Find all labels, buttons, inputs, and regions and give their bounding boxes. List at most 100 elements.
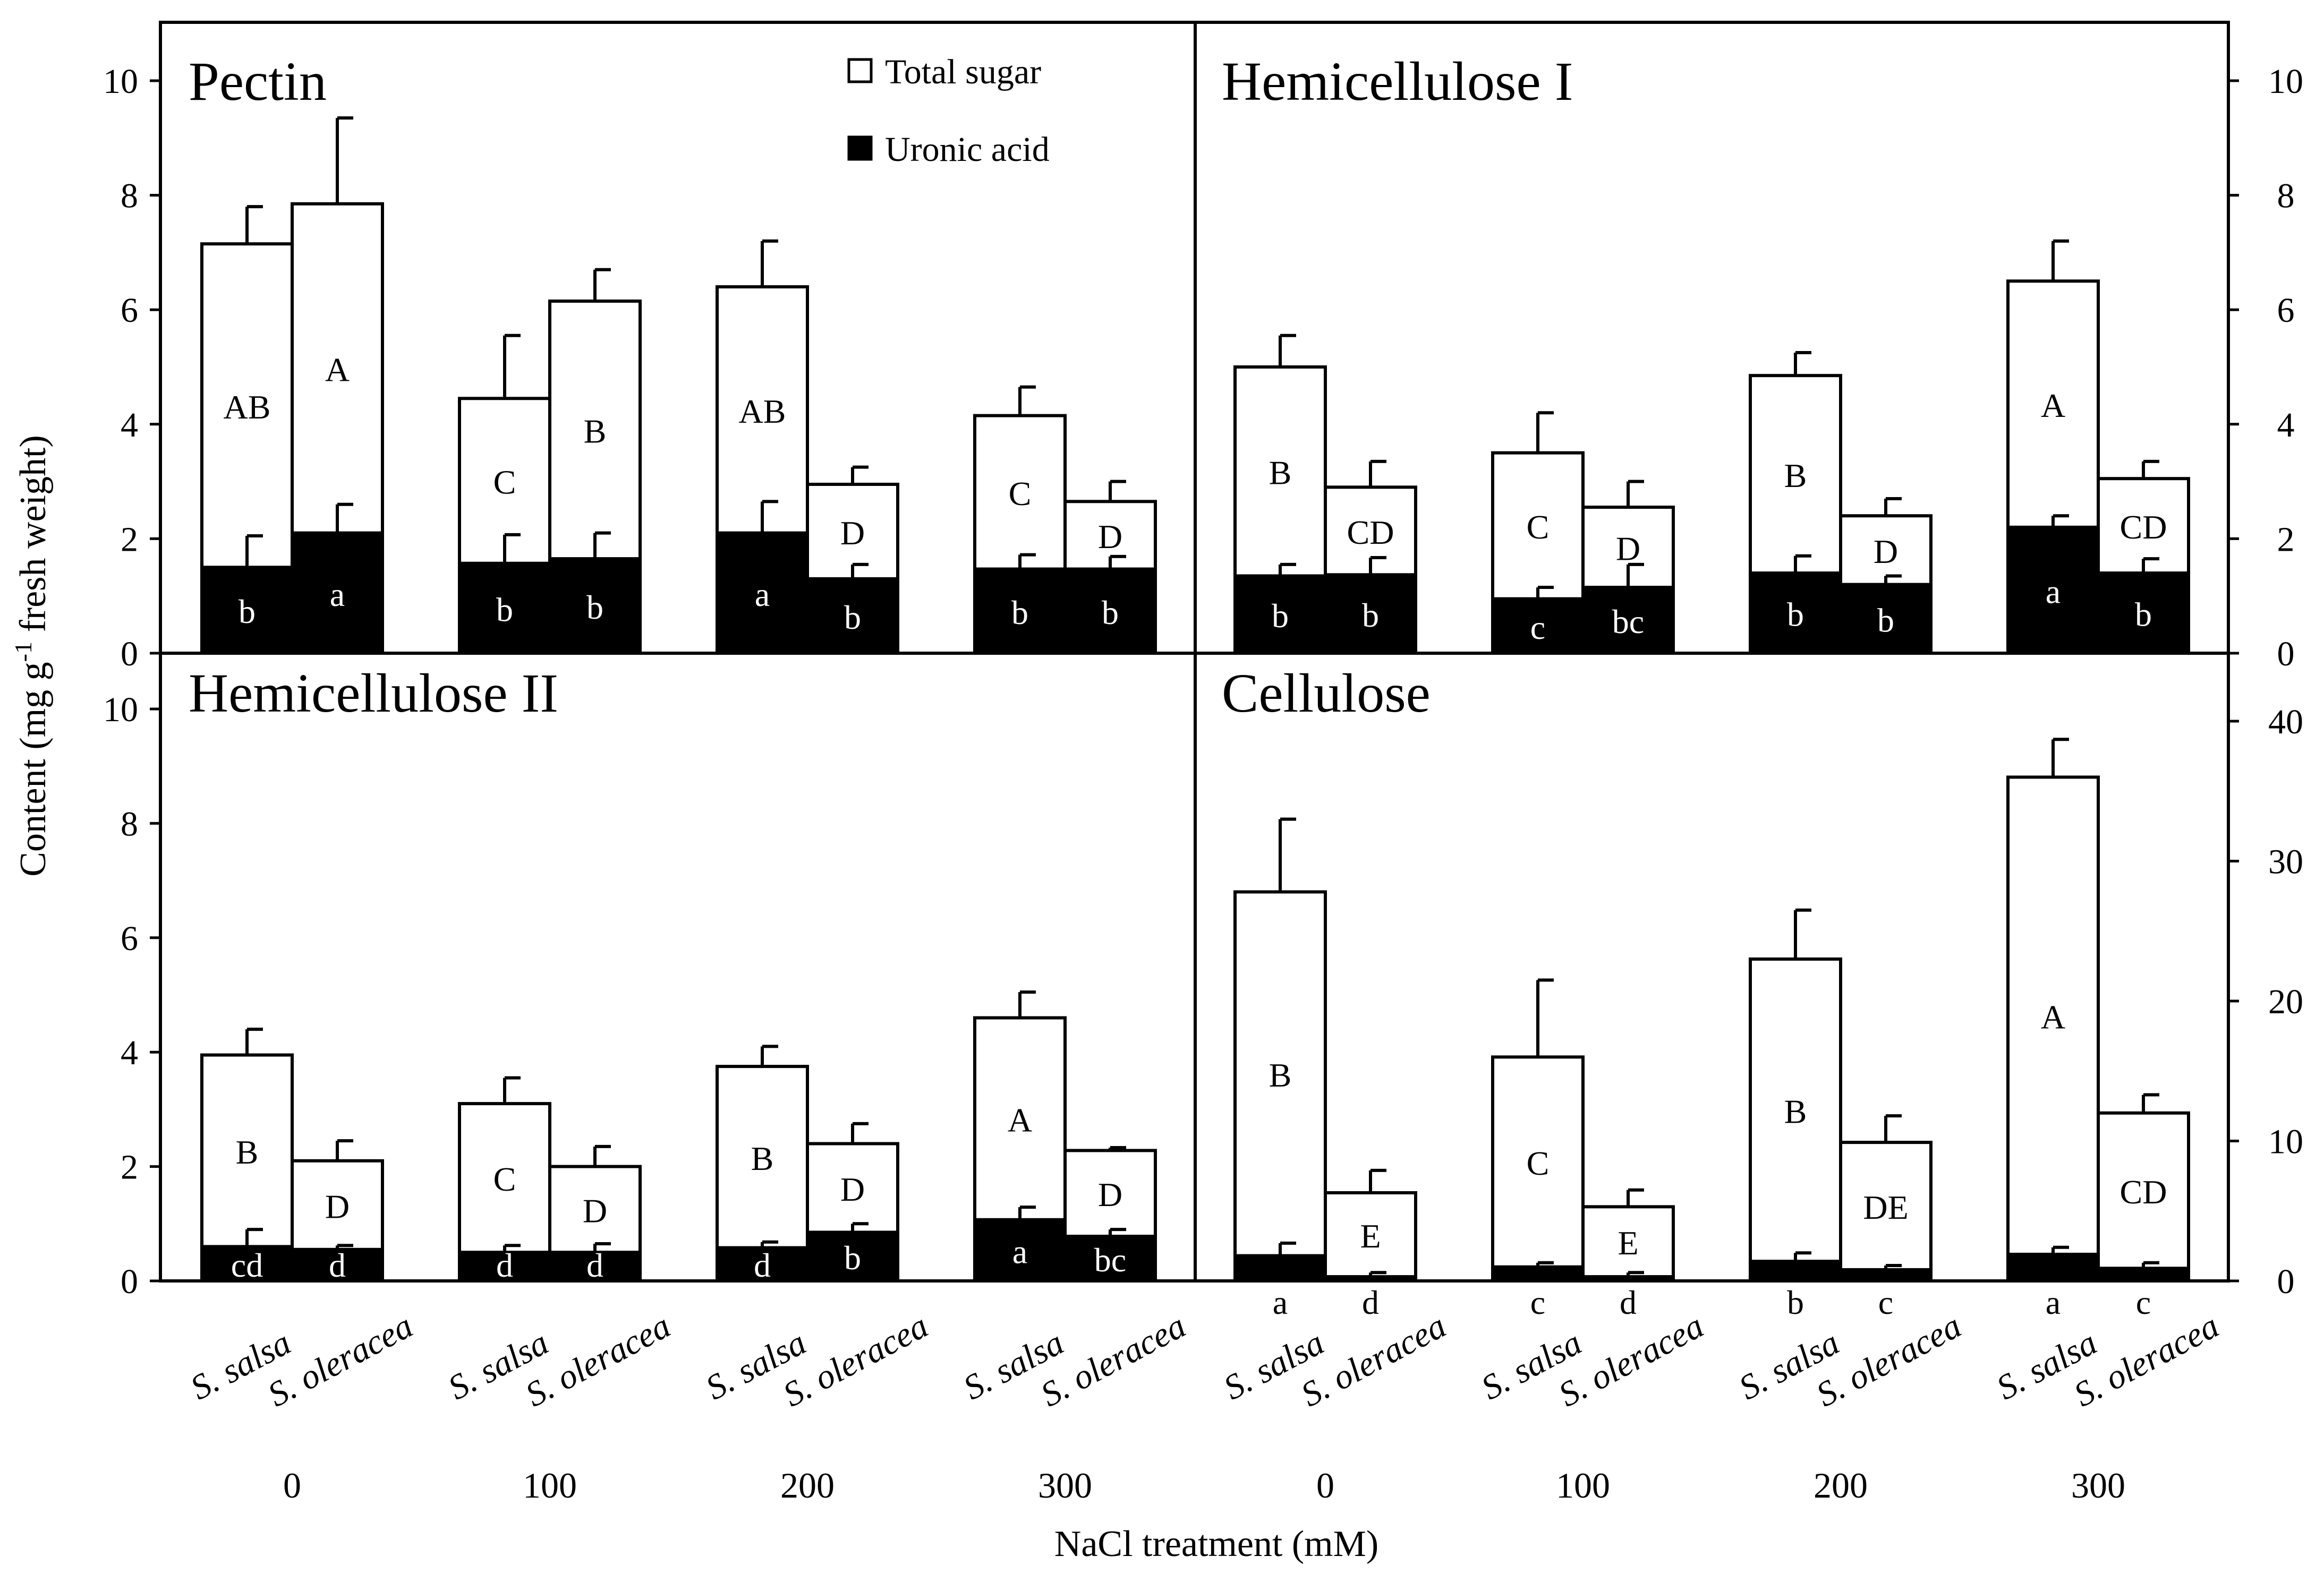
significance-letter-total: B (1784, 457, 1807, 494)
bar-uronic-acid (1839, 1268, 1933, 1283)
significance-letter-total: B (751, 1140, 774, 1177)
y-tick-label: 4 (2277, 406, 2295, 444)
x-treatment-label: 0 (1316, 1465, 1334, 1506)
significance-letter-uronic: b (1362, 596, 1379, 634)
significance-letter-uronic: bc (1612, 603, 1644, 640)
significance-letter-total: A (325, 351, 350, 389)
x-treatment-label: 200 (780, 1465, 835, 1506)
significance-letter-total: D (1098, 518, 1122, 555)
bar-uronic-acid (200, 566, 294, 655)
significance-letter-uronic: d (1362, 1284, 1379, 1321)
significance-letter-uronic: a (1273, 1284, 1288, 1321)
bar-uronic-acid (1581, 586, 1675, 655)
significance-letter-total: D (583, 1192, 607, 1229)
significance-letter-total: B (1784, 1093, 1807, 1131)
y-tick-label: 6 (121, 291, 138, 330)
bar-uronic-acid (1063, 567, 1157, 655)
significance-letter-uronic: b (1787, 596, 1804, 634)
significance-letter-uronic: b (2135, 596, 2152, 634)
y-tick-label: 2 (121, 520, 138, 559)
significance-letter-total: C (1009, 475, 1032, 512)
y-tick-label: 6 (121, 919, 138, 958)
significance-letter-total: E (1360, 1217, 1381, 1255)
significance-letter-total: C (1527, 1144, 1550, 1182)
significance-letter-total: B (1269, 454, 1292, 492)
legend: Total sugar Uronic acid (847, 53, 1050, 169)
significance-letter-uronic: a (2046, 1284, 2061, 1321)
bar-total-sugar (2006, 775, 2100, 1283)
y-tick-label: 10 (2268, 1123, 2303, 1161)
bar-uronic-acid (2097, 571, 2190, 655)
bar-uronic-acid (1233, 1254, 1327, 1283)
legend-swatch-uronic (847, 135, 873, 161)
x-axis-label: NaCl treatment (mM) (1054, 1524, 1378, 1565)
panel-titles: Pectin Hemicellulose I Hemicellulose II Cel… (189, 51, 1573, 724)
significance-letter-total: CD (2120, 508, 2167, 546)
bar-uronic-acid (973, 567, 1067, 655)
panel-title: Pectin (189, 51, 327, 112)
significance-letter-uronic: c (2136, 1284, 2151, 1321)
panel-title: Hemicellulose I (1222, 51, 1573, 112)
significance-letter-total: DE (1863, 1189, 1908, 1226)
significance-letter-total: CD (2120, 1173, 2167, 1211)
significance-letter-uronic: a (2046, 572, 2061, 610)
significance-letter-total: D (840, 514, 865, 552)
y-tick-label: 0 (121, 1262, 138, 1301)
y-tick-label: 30 (2268, 843, 2303, 882)
axes: 0 2 4 6 8 10 0 2 4 6 8 10 0 2 4 6 8 10 0 10 20 30 40 (103, 62, 2303, 1301)
significance-letter-uronic: d (496, 1246, 513, 1284)
bar-total-sugar (1491, 1055, 1585, 1283)
significance-letter-uronic: b (844, 599, 861, 636)
bar-total-sugar (1749, 957, 1842, 1283)
significance-letter-uronic: b (1011, 594, 1028, 631)
significance-letter-uronic: a (330, 576, 345, 613)
significance-letter-total: D (1616, 530, 1640, 568)
significance-letter-uronic: b (1877, 601, 1894, 639)
significance-letter-uronic: c (1530, 609, 1545, 646)
y-tick-label: 2 (121, 1148, 138, 1187)
significance-letter-uronic: b (1272, 597, 1289, 635)
panel-title: Hemicellulose II (189, 663, 558, 724)
x-treatment-label: 300 (1038, 1465, 1092, 1506)
x-treatment-label: 200 (1814, 1465, 1868, 1506)
bar-uronic-acid (1491, 1265, 1585, 1283)
significance-letter-uronic: b (586, 588, 603, 626)
y-tick-label: 0 (2277, 1262, 2295, 1301)
bar-uronic-acid (1839, 583, 1933, 655)
legend-swatch-total (847, 58, 873, 83)
bar-uronic-acid (1581, 1275, 1675, 1283)
significance-letter-uronic: b (1787, 1284, 1804, 1321)
x-treatment-label: 100 (523, 1465, 577, 1506)
significance-letter-uronic: d (754, 1246, 771, 1284)
x-treatment-label: 0 (283, 1465, 301, 1506)
y-tick-label: 10 (103, 690, 138, 729)
panel-title: Cellulose (1222, 663, 1431, 724)
bar-uronic-acid (291, 531, 384, 655)
significance-letter-total: A (2041, 998, 2065, 1036)
significance-letter-uronic: b (239, 593, 256, 630)
significance-letter-total: E (1618, 1224, 1638, 1262)
significance-letter-total: A (2041, 387, 2065, 424)
bars: ABbAaCbBbABaDbCbDbBbCDbCcDbcBbDbAaCDbBcd… (200, 116, 2190, 1321)
significance-letter-uronic: d (1620, 1284, 1637, 1321)
bar-uronic-acid (1749, 1260, 1842, 1283)
bar-uronic-acid (973, 1218, 1067, 1283)
y-tick-label: 0 (2277, 635, 2295, 673)
significance-letter-total: B (584, 413, 607, 450)
y-tick-label: 4 (121, 1033, 138, 1072)
y-tick-label: 8 (121, 177, 138, 216)
y-tick-label: 10 (2268, 62, 2303, 101)
significance-letter-uronic: d (586, 1246, 603, 1284)
significance-letter-uronic: c (1878, 1284, 1893, 1321)
significance-letter-total: C (1527, 508, 1550, 546)
significance-letter-uronic: b (1102, 594, 1119, 631)
y-axis-label: Content (mg g-1 fresh weight) (10, 435, 54, 877)
bar-uronic-acid (548, 1251, 642, 1283)
significance-letter-total: AB (739, 392, 786, 430)
significance-letter-uronic: cd (231, 1246, 263, 1284)
x-treatment-label: 100 (1556, 1465, 1610, 1506)
y-tick-label: 40 (2268, 703, 2303, 741)
y-tick-label: 8 (2277, 177, 2295, 216)
